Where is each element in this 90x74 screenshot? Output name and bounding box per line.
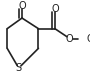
Text: O: O <box>51 4 59 14</box>
Text: CH3: CH3 <box>86 34 90 44</box>
Text: O: O <box>66 34 73 44</box>
Text: S: S <box>16 63 22 73</box>
Text: O: O <box>18 1 26 11</box>
